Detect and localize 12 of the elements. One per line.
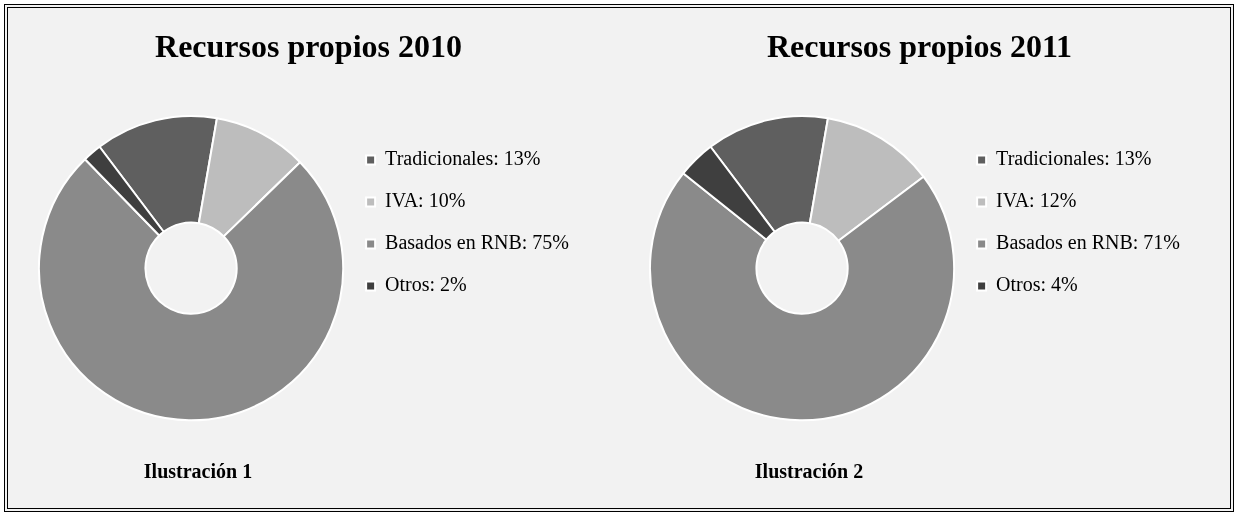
legend-label: Tradicionales: 13%	[385, 147, 541, 170]
legend-label: Otros: 2%	[385, 273, 467, 296]
text: Ilustración 1	[142, 460, 254, 483]
chart-title: Recursos propios 2011	[766, 28, 1073, 65]
chart-title: Recursos propios 2010	[155, 28, 462, 65]
legend-label: IVA: 10%	[385, 189, 466, 212]
legend-label: Tradicionales: 13%	[996, 147, 1152, 170]
legend-label: Basados en RNB: 71%	[996, 231, 1181, 254]
legend-label: IVA: 12%	[996, 189, 1077, 212]
legend-label: Otros: 4%	[996, 273, 1078, 296]
legend-label: Basados en RNB: 75%	[385, 231, 570, 254]
text: Ilustración 2	[753, 460, 865, 483]
